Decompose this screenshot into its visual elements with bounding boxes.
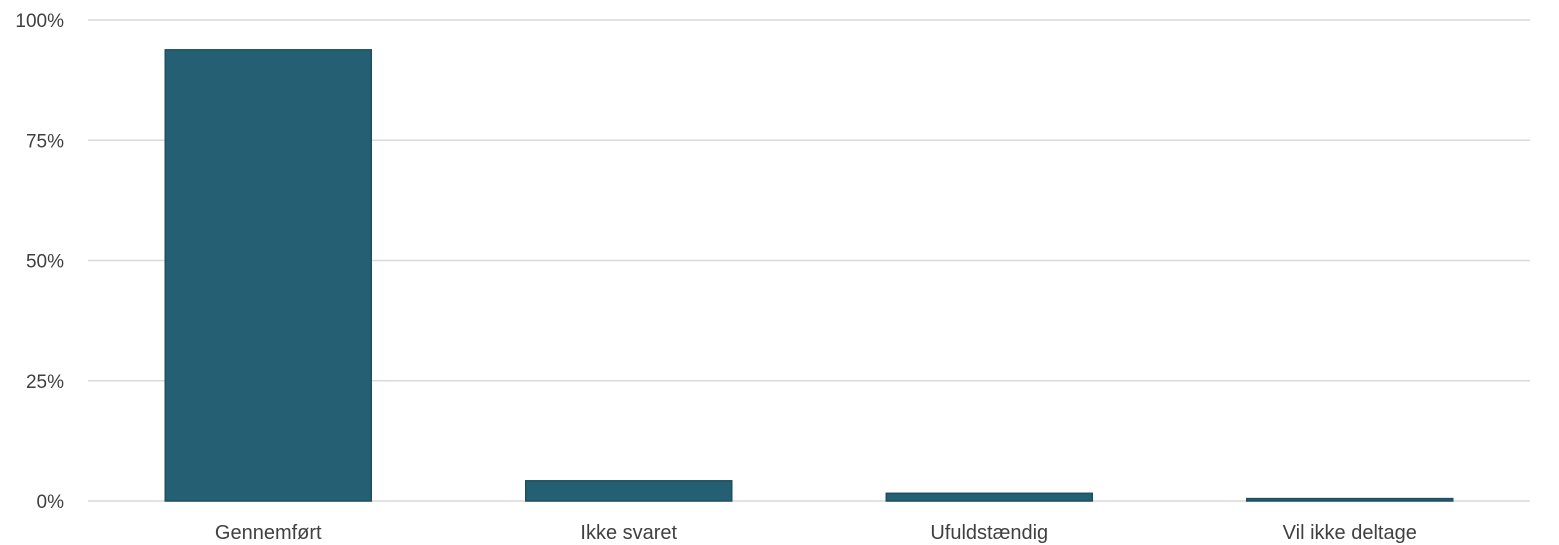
bar-gennemf-rt [164, 49, 372, 502]
y-tick-label: 75% [26, 131, 64, 152]
x-category-label: Ikke svaret [580, 522, 677, 544]
x-axis-category-labels: Gennemført Ikke svaret Ufuldstændig Vil ikk… [215, 522, 1417, 544]
x-category-label: Ufuldstændig [930, 522, 1048, 544]
bar-vil-ikke-deltage [1246, 497, 1454, 502]
y-axis-tick-labels: 0% 25% 50% 75% 100% [15, 11, 64, 513]
bar-ikke-svaret [525, 480, 733, 502]
y-tick-label: 0% [37, 492, 65, 513]
x-category-label: Vil ikke deltage [1283, 522, 1417, 544]
x-category-label: Gennemført [215, 522, 322, 544]
y-tick-label: 50% [26, 252, 64, 273]
y-tick-label: 100% [15, 11, 64, 32]
bars [164, 49, 1454, 502]
bar-ufuldst-ndig [885, 492, 1093, 502]
y-tick-label: 25% [26, 372, 64, 393]
